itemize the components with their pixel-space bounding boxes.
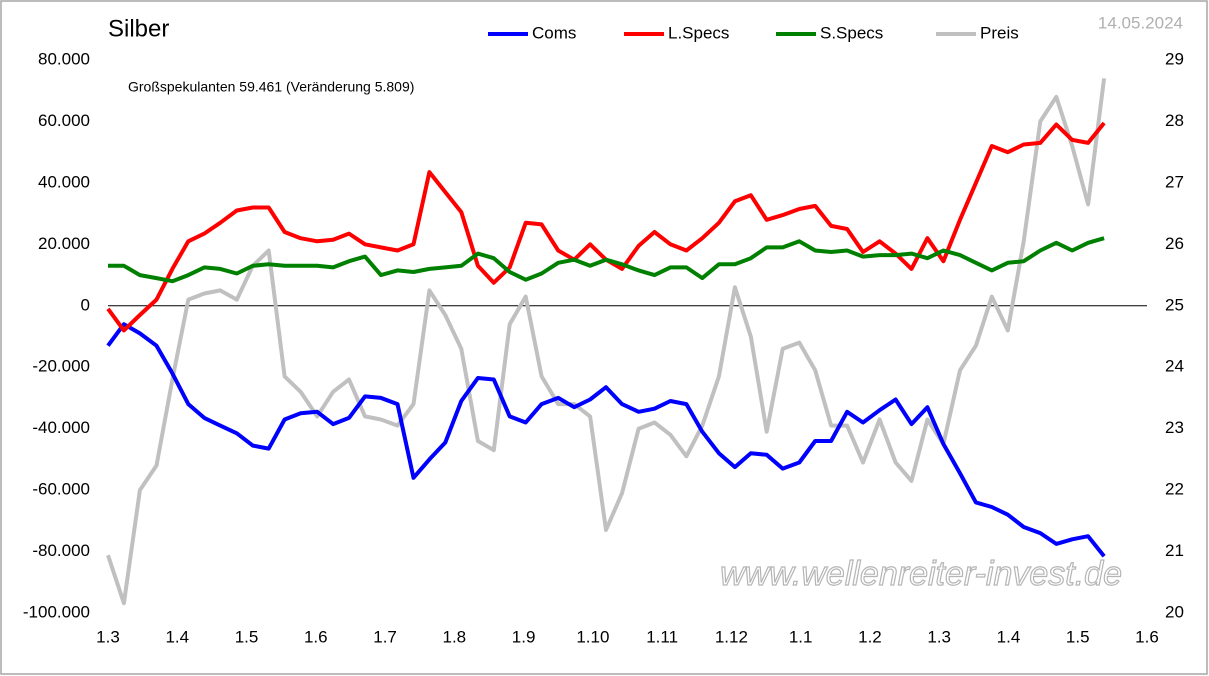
y-tick-label: -20.000 bbox=[32, 357, 90, 376]
y2-tick-label: 23 bbox=[1165, 418, 1184, 437]
x-tick-label: 1.4 bbox=[165, 627, 189, 646]
legend-label: L.Specs bbox=[668, 23, 729, 42]
x-tick-label: 1.8 bbox=[443, 627, 467, 646]
x-tick-label: 1.7 bbox=[373, 627, 397, 646]
x-tick-label: 1.6 bbox=[304, 627, 328, 646]
watermark: www.wellenreiter-invest.de bbox=[720, 555, 1122, 593]
y-tick-label: -80.000 bbox=[32, 541, 90, 560]
y-tick-label: 0 bbox=[81, 295, 90, 314]
date: 14.05.2024 bbox=[1098, 13, 1183, 32]
x-tick-label: 1.3 bbox=[927, 627, 951, 646]
chart-title: Silber bbox=[108, 15, 169, 42]
x-tick-label: 1.6 bbox=[1135, 627, 1159, 646]
x-tick-label: 1.12 bbox=[715, 627, 748, 646]
y2-tick-label: 26 bbox=[1165, 234, 1184, 253]
legend-label: S.Specs bbox=[820, 23, 883, 42]
x-tick-label: 1.10 bbox=[576, 627, 609, 646]
x-tick-label: 1.5 bbox=[235, 627, 259, 646]
y2-tick-label: 22 bbox=[1165, 480, 1184, 499]
x-tick-label: 1.11 bbox=[646, 627, 678, 646]
annotation: Großspekulanten 59.461 (Veränderung 5.80… bbox=[128, 79, 414, 95]
y-tick-label: 80.000 bbox=[38, 49, 90, 68]
y-tick-label: -60.000 bbox=[32, 480, 90, 499]
x-tick-label: 1.3 bbox=[96, 627, 120, 646]
y2-tick-label: 20 bbox=[1165, 602, 1184, 621]
y-tick-label: -40.000 bbox=[32, 418, 90, 437]
series-line bbox=[106, 322, 1106, 558]
x-tick-label: 1.2 bbox=[858, 627, 882, 646]
y-tick-label: 20.000 bbox=[38, 234, 90, 253]
y2-tick-label: 27 bbox=[1165, 172, 1184, 191]
y-tick-label: 60.000 bbox=[38, 111, 90, 130]
legend-label: Preis bbox=[980, 23, 1019, 42]
y2-tick-label: 28 bbox=[1165, 111, 1184, 130]
y2-tick-label: 25 bbox=[1165, 295, 1184, 314]
y-tick-label: 40.000 bbox=[38, 172, 90, 191]
x-tick-label: 1.1 bbox=[789, 627, 813, 646]
y2-tick-label: 24 bbox=[1165, 357, 1184, 376]
y2-tick-label: 29 bbox=[1165, 49, 1184, 68]
x-tick-label: 1.9 bbox=[512, 627, 536, 646]
legend-label: Coms bbox=[532, 23, 576, 42]
x-tick-label: 1.5 bbox=[1066, 627, 1090, 646]
x-tick-label: 1.4 bbox=[997, 627, 1021, 646]
y-tick-label: -100.000 bbox=[23, 602, 90, 621]
y2-tick-label: 21 bbox=[1165, 541, 1184, 560]
series-line bbox=[108, 236, 1105, 284]
